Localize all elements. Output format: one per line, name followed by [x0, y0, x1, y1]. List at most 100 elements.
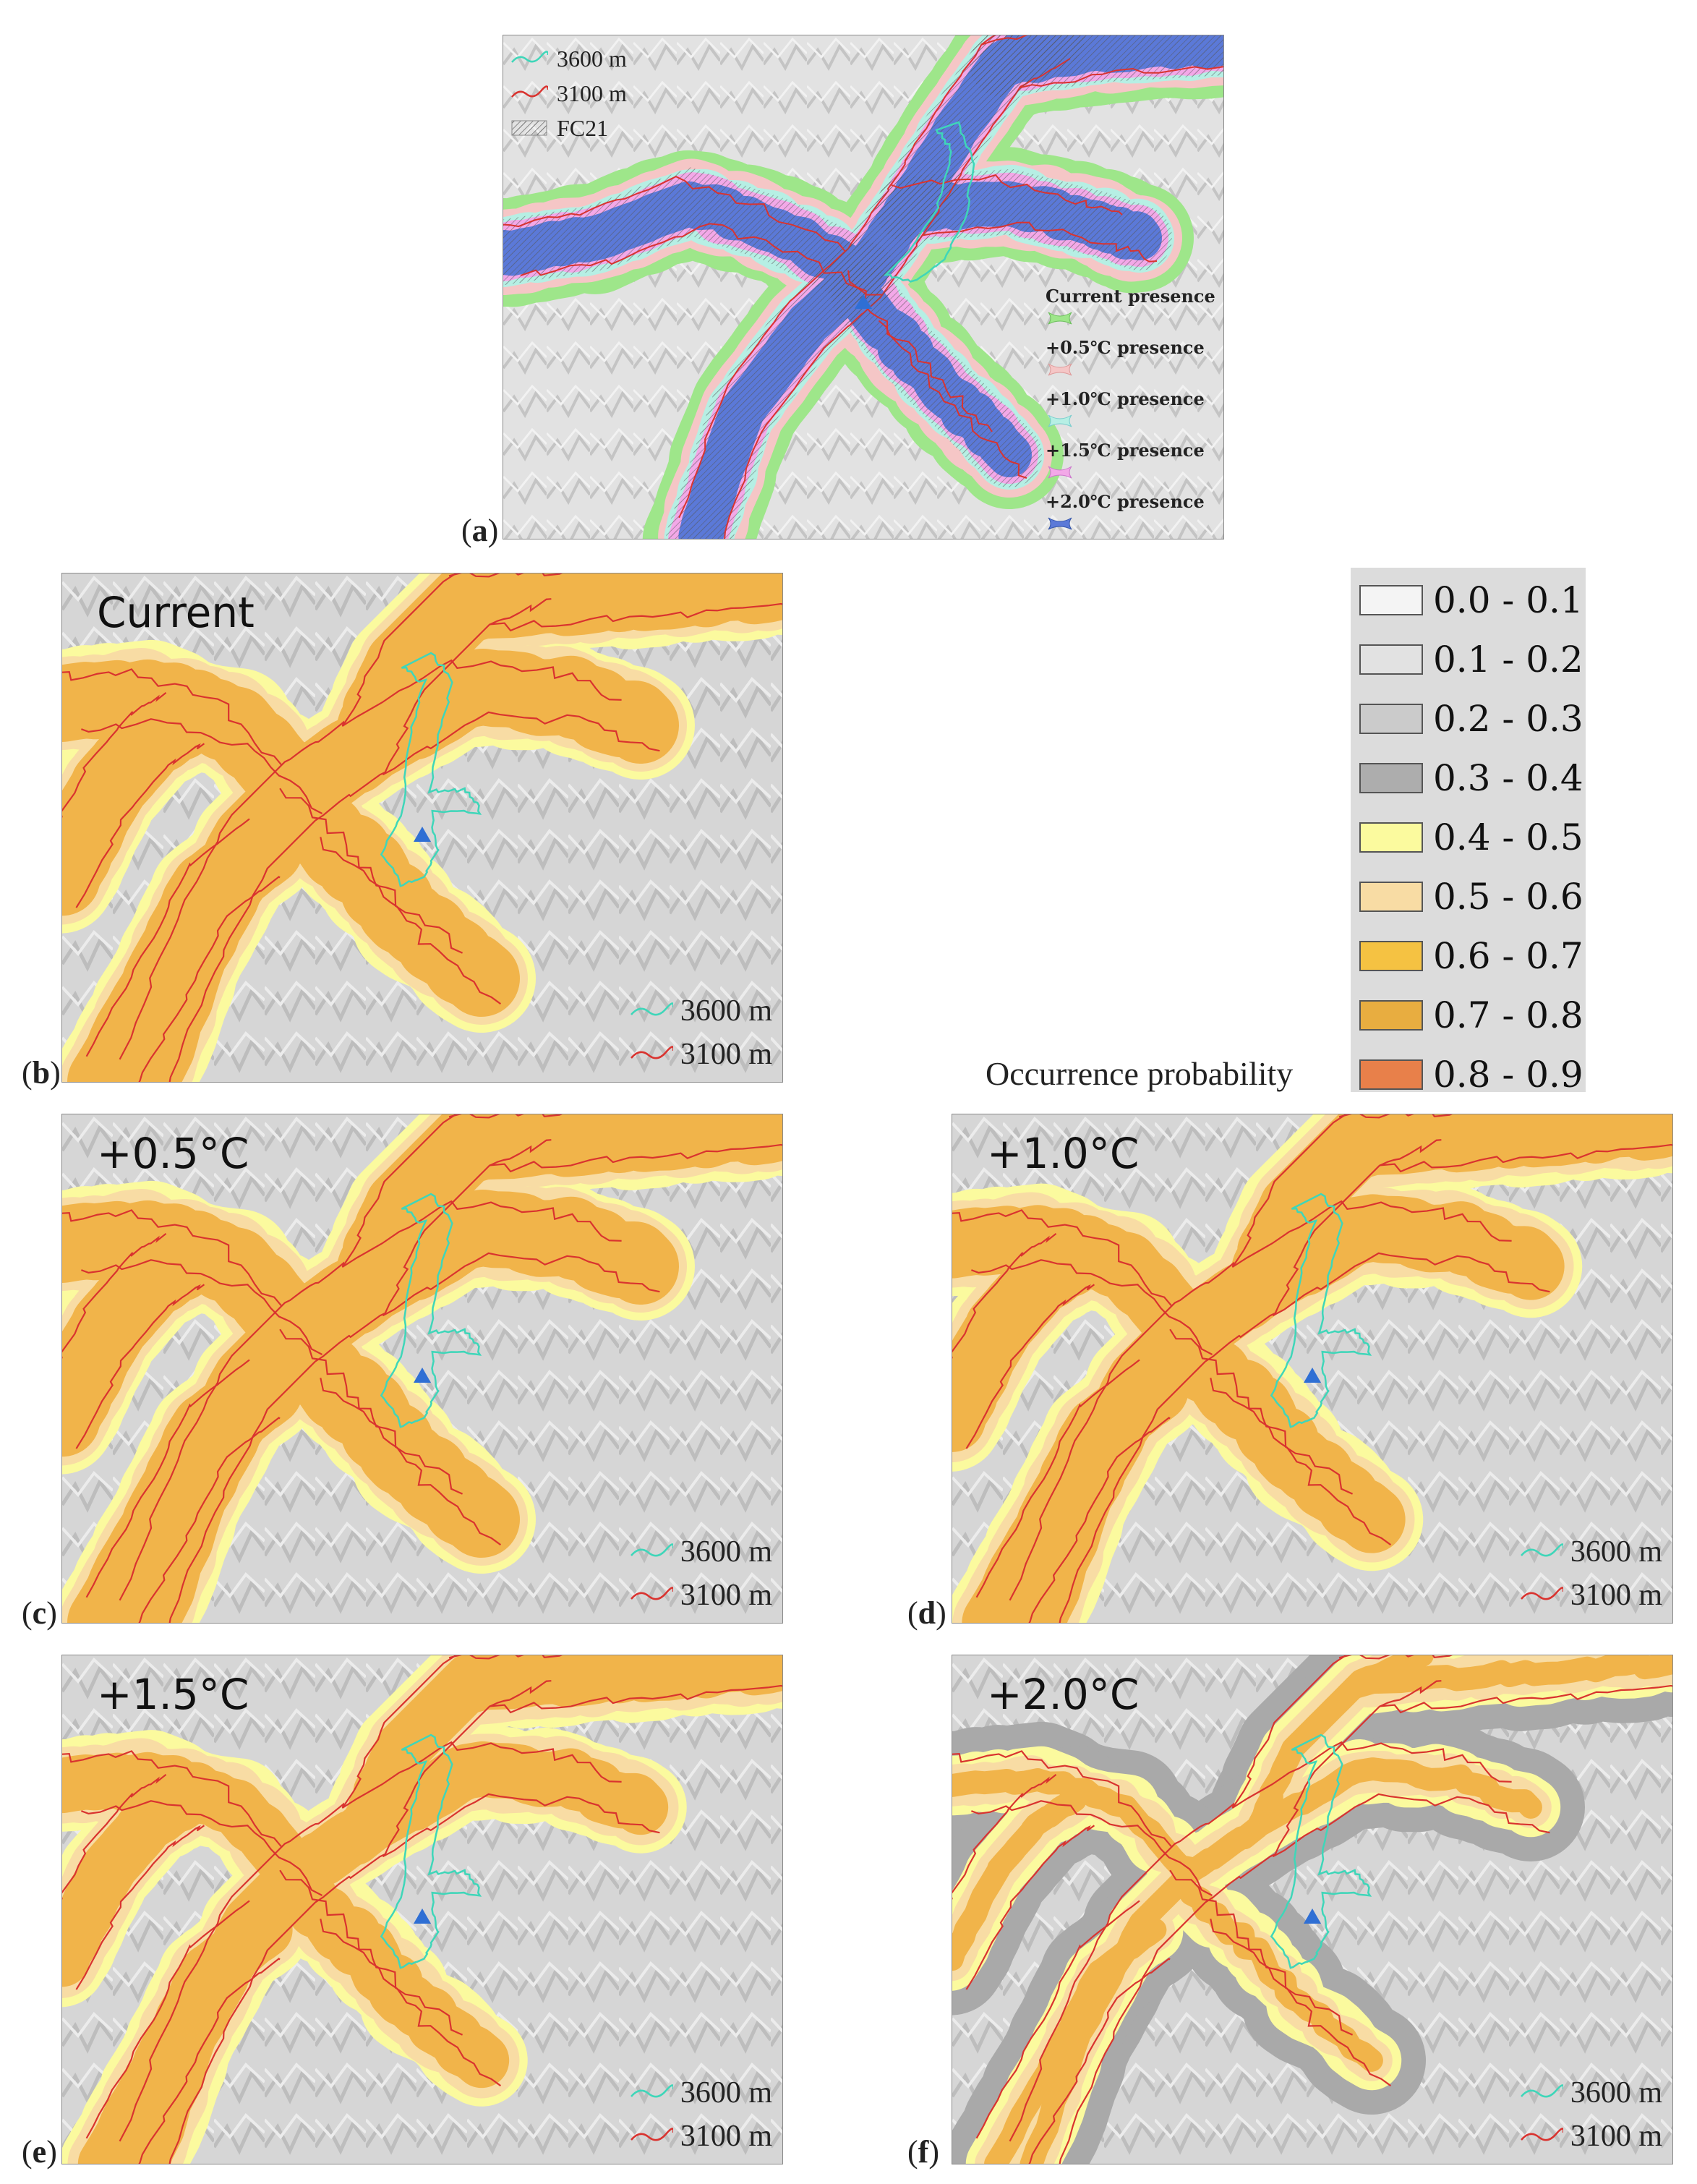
contour-3100-line [75, 1284, 205, 1449]
contour-3600-line [380, 1733, 482, 1969]
panel-c-svg [62, 1114, 782, 1623]
contour-3100-line [975, 1359, 1140, 1598]
contour-3100-line [971, 1800, 1213, 1897]
probability-core-orange [1179, 1882, 1383, 2072]
legend-3100: 3100 m [510, 76, 627, 111]
contour-3100-line [341, 1200, 622, 1268]
legend-3100: 3100 m [630, 1033, 772, 1076]
prob-swatch-3 [1359, 763, 1423, 793]
contour-3100-line [1231, 1200, 1512, 1268]
contour-3100-line [119, 573, 458, 1060]
probability-core-orange [436, 1655, 782, 1715]
probability-core-orange [273, 1866, 510, 2089]
contour-3100-line [320, 837, 502, 1005]
probability-core-orange [67, 809, 304, 1082]
contour-3100-line [85, 1359, 250, 1598]
contour-3100-line [62, 1750, 283, 1848]
presence-current: Current presence [1046, 286, 1215, 337]
probability-core-orange [1157, 1319, 1406, 1553]
contour-3100-line [520, 223, 884, 296]
legend-3100: 3100 m [630, 1574, 772, 1617]
contour-3600-line [380, 1193, 482, 1428]
prob-class-4: 0.4 - 0.5 [1359, 816, 1583, 858]
panel-c-title: +0.5°C [97, 1129, 249, 1178]
contour-3100-line [382, 711, 660, 776]
contour-3100-line [1169, 1328, 1354, 1495]
panel-f-map: +2.0°C 3600 m 3100 m [952, 1655, 1673, 2164]
contour-3100-line [1059, 1680, 1442, 2164]
contour-3100-line [878, 320, 1027, 479]
contour-3100-line [490, 1684, 782, 1714]
prob-class-0: 0.0 - 0.1 [1359, 579, 1583, 621]
prob-class-7: 0.7 - 0.8 [1359, 994, 1583, 1036]
prob-swatch-0 [1359, 585, 1423, 615]
contour-3100-line [965, 1284, 1095, 1449]
contour-3100-line [952, 1773, 1057, 1900]
panel-d-map: +1.0°C 3600 m 3100 m [952, 1114, 1673, 1624]
prob-class-6: 0.6 - 0.7 [1359, 935, 1583, 977]
legend-3600: 3600 m [1520, 2071, 1662, 2115]
contour-3100-line [952, 1750, 1173, 1848]
contour-3100-line [980, 35, 1028, 46]
contour-3100-line [81, 1800, 323, 1897]
contour-3100-line [168, 1139, 552, 1623]
presence-plus-0-5: +0.5℃ presence [1046, 337, 1215, 388]
panel-c-label: (c) [22, 1595, 57, 1631]
contour-3100-line [341, 659, 622, 728]
legend-3600: 3600 m [630, 1530, 772, 1574]
contour-3100-line [1028, 1417, 1171, 1623]
panel-b-svg [62, 573, 782, 1082]
probability-core-orange [425, 1114, 782, 1185]
contour-3100-line [85, 818, 250, 1057]
prob-swatch-7 [1359, 1000, 1423, 1031]
contour-3100-line [168, 1680, 552, 2164]
contour-3100-line [85, 1900, 250, 2139]
fc21-hatch [876, 169, 1172, 270]
fc21-hatch [831, 263, 1042, 487]
contour-3100-line [1210, 1919, 1392, 2087]
panel-f-title: +2.0°C [987, 1670, 1140, 1719]
presence-plus-1-0: +1.0℃ presence [1046, 388, 1215, 440]
contour-3100-line [119, 1114, 458, 1601]
contour-3100-line [1009, 1114, 1348, 1601]
probability-core-orange [77, 1902, 293, 2164]
probability-core-orange [952, 1768, 1206, 1881]
prob-swatch-5 [1359, 882, 1423, 912]
contour-3600-line [1270, 1193, 1372, 1428]
contour-3100-line [952, 1209, 1173, 1307]
presence-plus-1-5: +1.5℃ presence [1046, 440, 1215, 491]
panel-f-svg [952, 1655, 1672, 2164]
prob-swatch-1 [1359, 644, 1423, 675]
contour-3100-line [1380, 1684, 1672, 1714]
field-station-marker [414, 827, 431, 842]
contour-3100-line [81, 1259, 323, 1356]
contour-3100-line [503, 176, 846, 252]
legend-fc21: FC21 [510, 111, 627, 145]
presence-plus-2-0: +2.0℃ presence [1046, 491, 1215, 539]
contour-3100-line [75, 743, 205, 908]
field-station-marker [855, 294, 872, 309]
panel-f-contour-legend: 3600 m 3100 m [1520, 2071, 1662, 2158]
probability-core-orange [1342, 1655, 1672, 1699]
probability-core-orange [952, 1225, 1109, 1452]
legend-3100: 3100 m [1520, 1574, 1662, 1617]
prob-class-8: 0.8 - 0.9 [1359, 1054, 1583, 1096]
probability-core-orange [262, 773, 520, 1017]
contour-3100-line [62, 1209, 283, 1307]
contour-3100-line [1019, 66, 1223, 89]
legend-3600: 3600 m [630, 989, 772, 1033]
contour-3100-line [168, 598, 552, 1082]
contour-3100-line [891, 174, 1123, 216]
probability-core-orange [962, 1355, 1189, 1623]
panel-d-title: +1.0°C [987, 1129, 1140, 1178]
legend-3600: 3600 m [510, 41, 627, 76]
contour-3100-line [75, 1825, 205, 1990]
prob-swatch-6 [1359, 941, 1423, 971]
panel-e-label: (e) [22, 2134, 57, 2170]
contour-3100-line [724, 58, 1071, 539]
probability-core-orange [984, 1918, 1167, 2164]
panel-f-label: (f) [907, 2134, 939, 2170]
contour-3100-line [62, 668, 283, 766]
contour-3100-line [1028, 1958, 1171, 2164]
contour-3100-line [1210, 1378, 1392, 1546]
